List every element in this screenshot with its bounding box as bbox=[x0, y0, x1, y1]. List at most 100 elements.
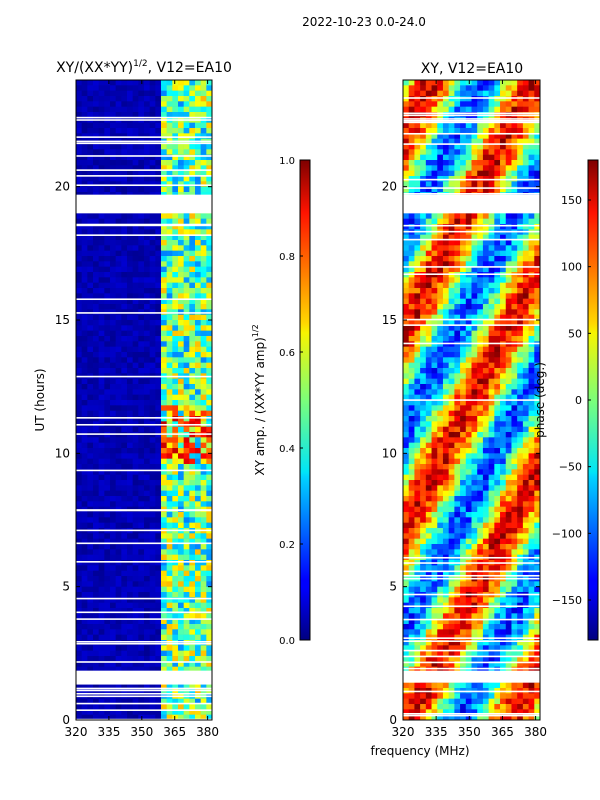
right-heatmap-cell bbox=[442, 469, 449, 475]
left-heatmap-cell bbox=[172, 640, 179, 646]
left-heatmap-cell bbox=[189, 458, 196, 465]
right-heatmap-cell bbox=[403, 176, 410, 182]
left-heatmap-cell bbox=[138, 352, 145, 358]
right-heatmap-cell bbox=[505, 469, 512, 475]
right-heatmap-cell bbox=[534, 224, 541, 230]
left-heatmap-cell bbox=[138, 234, 145, 241]
right-heatmap-cell bbox=[522, 416, 529, 422]
right-heatmap-cell bbox=[534, 330, 541, 337]
left-heatmap-cell bbox=[115, 128, 122, 134]
left-heatmap-cell bbox=[93, 618, 99, 625]
left-heatmap-cell bbox=[87, 602, 94, 609]
left-heatmap-cell bbox=[87, 154, 94, 161]
left-heatmap-cell bbox=[166, 522, 173, 529]
right-heatmap-cell bbox=[465, 437, 472, 443]
left-heatmap-cell bbox=[144, 234, 150, 241]
left-heatmap-cell bbox=[132, 186, 139, 193]
right-heatmap-cell bbox=[454, 101, 461, 107]
right-heatmap-cell bbox=[482, 170, 489, 177]
right-heatmap-cell bbox=[511, 416, 518, 422]
left-heatmap-cell bbox=[144, 496, 150, 502]
right-heatmap-cell bbox=[482, 240, 489, 246]
right-heatmap-cell bbox=[511, 266, 518, 273]
left-heatmap-cell bbox=[172, 368, 179, 374]
right-heatmap-cell bbox=[488, 522, 495, 529]
left-heatmap-cell bbox=[98, 570, 105, 577]
left-heatmap-cell bbox=[138, 618, 145, 625]
left-heatmap-cell bbox=[127, 80, 133, 86]
left-heatmap-cell bbox=[144, 181, 150, 187]
left-heatmap-cell bbox=[98, 565, 105, 571]
left-heatmap-cell bbox=[76, 165, 82, 171]
left-heatmap-cell bbox=[104, 624, 111, 630]
right-heatmap-cell bbox=[528, 384, 535, 390]
right-heatmap-cell bbox=[477, 373, 484, 379]
right-heatmap-cell bbox=[511, 352, 518, 358]
right-heatmap-cell bbox=[511, 250, 518, 257]
left-heatmap-cell bbox=[93, 485, 99, 491]
right-heatmap-cell bbox=[488, 138, 495, 145]
right-heatmap-cell bbox=[420, 394, 427, 401]
right-heatmap-cell bbox=[448, 293, 455, 299]
right-heatmap-cell bbox=[500, 261, 507, 267]
left-heatmap-cell bbox=[104, 592, 111, 598]
left-heatmap-cell bbox=[161, 565, 167, 571]
left-heatmap-cell bbox=[149, 592, 156, 598]
left-heatmap-cell bbox=[93, 538, 99, 545]
left-heatmap-cell bbox=[144, 176, 150, 182]
left-heatmap-cell bbox=[149, 186, 156, 193]
left-heatmap-cell bbox=[189, 656, 196, 662]
right-heatmap-cell bbox=[408, 80, 415, 86]
left-heatmap-cell bbox=[98, 80, 105, 86]
left-heatmap-cell bbox=[76, 464, 82, 470]
left-heatmap-cell bbox=[87, 645, 94, 651]
left-heatmap-cell bbox=[189, 320, 196, 326]
right-heatmap-cell bbox=[408, 442, 415, 449]
right-heatmap-cell bbox=[482, 144, 489, 150]
left-heatmap-cell bbox=[200, 96, 207, 102]
right-heatmap-cell bbox=[414, 517, 421, 523]
right-heatmap-cell bbox=[471, 277, 478, 283]
right-heatmap-cell bbox=[460, 437, 467, 443]
right-heatmap-cell bbox=[408, 176, 415, 182]
right-heatmap-cell bbox=[420, 512, 427, 518]
left-heatmap-cell bbox=[144, 357, 150, 363]
left-heatmap-cell bbox=[161, 410, 167, 417]
right-heatmap-cell bbox=[471, 213, 478, 219]
left-heatmap-cell bbox=[132, 538, 139, 545]
left-heatmap-cell bbox=[132, 581, 139, 587]
left-heatmap-cell bbox=[98, 165, 105, 171]
left-heatmap-cell bbox=[172, 437, 179, 443]
right-heatmap-cell bbox=[471, 288, 478, 294]
left-heatmap-cell bbox=[115, 261, 122, 267]
right-heatmap-cell bbox=[471, 432, 478, 438]
left-heatmap-cell bbox=[132, 426, 139, 433]
right-heatmap-cell bbox=[511, 160, 518, 166]
left-heatmap-cell bbox=[189, 378, 196, 385]
left-heatmap-cell bbox=[110, 128, 116, 134]
left-heatmap-cell bbox=[121, 586, 128, 593]
right-heatmap-cell bbox=[482, 325, 489, 331]
left-heatmap-cell bbox=[110, 538, 116, 545]
left-heatmap-cell bbox=[127, 293, 133, 299]
left-heatmap-cell bbox=[200, 346, 207, 353]
left-heatmap-cell bbox=[178, 437, 184, 443]
right-heatmap-cell bbox=[488, 245, 495, 251]
left-heatmap-cell bbox=[172, 480, 179, 486]
right-heatmap-cell bbox=[460, 149, 467, 155]
left-flag-line bbox=[76, 136, 212, 138]
left-heatmap-cell bbox=[195, 608, 201, 614]
right-heatmap-cell bbox=[511, 410, 518, 417]
left-heatmap-cell bbox=[189, 597, 196, 603]
left-colorbar-tick-label: 1.0 bbox=[279, 156, 295, 167]
left-heatmap-cell bbox=[138, 490, 145, 497]
left-flag-line bbox=[76, 642, 212, 645]
left-heatmap-cell bbox=[155, 458, 162, 465]
left-heatmap-cell bbox=[81, 128, 88, 134]
right-heatmap-cell bbox=[494, 224, 501, 230]
right-heatmap-cell bbox=[477, 266, 484, 273]
left-heatmap-cell bbox=[115, 346, 122, 353]
left-heatmap-cell bbox=[189, 501, 196, 507]
right-heatmap-cell bbox=[437, 314, 444, 321]
right-heatmap-cell bbox=[534, 362, 541, 369]
